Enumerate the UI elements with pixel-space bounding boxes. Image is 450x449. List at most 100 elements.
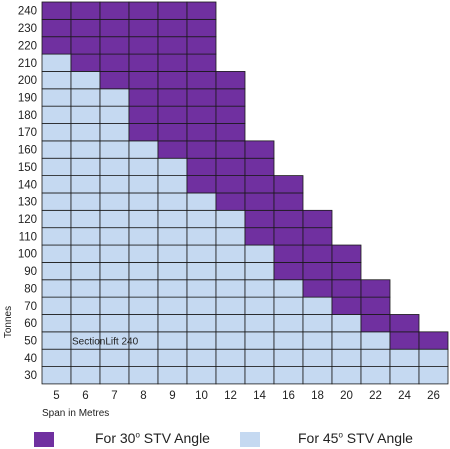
y-tick-60: 60 [24, 318, 37, 330]
cell-span-6-t-220 [70, 36, 101, 55]
cell-span-8-t-30 [128, 366, 159, 385]
cell-span-8-t-160 [128, 140, 159, 159]
cell-span-10-t-130 [186, 192, 217, 211]
cell-span-7-t-60 [99, 314, 130, 333]
cell-span-7-t-40 [99, 348, 130, 367]
cell-span-6-t-30 [70, 366, 101, 385]
cell-span-14-t-160 [244, 140, 275, 159]
y-tick-200: 200 [18, 75, 37, 87]
cell-span-8-t-230 [128, 18, 159, 38]
cell-span-10-t-30 [186, 366, 217, 385]
cell-span-6-t-190 [70, 88, 101, 107]
cell-span-10-t-40 [186, 348, 217, 367]
cell-span-24-t-50 [389, 331, 420, 350]
cell-span-9-t-50 [157, 331, 188, 350]
cell-span-12-t-160 [215, 140, 246, 159]
cell-span-9-t-170 [157, 123, 188, 142]
cell-span-12-t-90 [215, 261, 246, 281]
x-tick-10: 10 [195, 390, 208, 402]
cell-span-14-t-80 [244, 279, 275, 298]
cell-span-16-t-120 [273, 209, 304, 229]
cell-span-7-t-100 [99, 244, 130, 263]
cell-span-7-t-230 [99, 18, 130, 38]
cell-span-9-t-80 [157, 279, 188, 298]
cell-span-16-t-90 [273, 261, 304, 281]
cell-span-5-t-90 [41, 261, 72, 281]
y-tick-140: 140 [18, 179, 37, 191]
cell-span-12-t-120 [215, 209, 246, 229]
cell-span-8-t-140 [128, 175, 159, 194]
cell-span-16-t-110 [273, 227, 304, 246]
cell-span-9-t-70 [157, 296, 188, 315]
cell-span-8-t-220 [128, 36, 159, 55]
cell-span-16-t-60 [273, 314, 304, 333]
x-tick-12: 12 [224, 390, 237, 402]
y-tick-100: 100 [18, 249, 37, 261]
cell-span-6-t-110 [70, 227, 101, 246]
cell-span-8-t-150 [128, 157, 159, 177]
cell-span-14-t-50 [244, 331, 275, 350]
cell-span-5-t-200 [41, 71, 72, 90]
y-tick-160: 160 [18, 145, 37, 157]
cell-span-6-t-210 [70, 53, 101, 72]
cell-span-24-t-30 [389, 366, 420, 385]
cell-span-7-t-120 [99, 209, 130, 229]
y-tick-90: 90 [24, 266, 37, 278]
cell-span-5-t-30 [41, 366, 72, 385]
cell-span-6-t-60 [70, 314, 101, 333]
cell-span-7-t-180 [99, 105, 130, 124]
cell-span-14-t-110 [244, 227, 275, 246]
cell-span-10-t-120 [186, 209, 217, 229]
cell-span-5-t-150 [41, 157, 72, 177]
cell-span-5-t-220 [41, 36, 72, 55]
cell-span-6-t-230 [70, 18, 101, 38]
cell-span-14-t-40 [244, 348, 275, 367]
y-tick-130: 130 [18, 197, 37, 209]
cell-span-5-t-180 [41, 105, 72, 124]
cell-span-20-t-70 [331, 296, 362, 315]
y-tick-150: 150 [18, 162, 37, 174]
cell-span-14-t-150 [244, 157, 275, 177]
cell-span-12-t-50 [215, 331, 246, 350]
y-tick-120: 120 [18, 214, 37, 226]
cell-span-6-t-240 [70, 1, 101, 20]
cell-span-6-t-200 [70, 71, 101, 90]
cell-span-12-t-70 [215, 296, 246, 315]
cell-span-9-t-40 [157, 348, 188, 367]
cell-span-9-t-140 [157, 175, 188, 194]
legend-swatch-30deg [34, 432, 54, 447]
y-tick-230: 230 [18, 23, 37, 35]
cell-span-14-t-70 [244, 296, 275, 315]
cell-span-12-t-80 [215, 279, 246, 298]
cell-span-8-t-70 [128, 296, 159, 315]
cell-span-5-t-70 [41, 296, 72, 315]
cell-span-22-t-40 [360, 348, 391, 367]
cell-span-8-t-200 [128, 71, 159, 90]
cell-span-20-t-60 [331, 314, 362, 333]
cell-span-14-t-90 [244, 261, 275, 281]
cell-span-22-t-70 [360, 296, 391, 315]
cell-span-14-t-30 [244, 366, 275, 385]
cell-span-8-t-40 [128, 348, 159, 367]
cell-span-10-t-210 [186, 53, 217, 72]
x-tick-22: 22 [369, 390, 382, 402]
cell-span-10-t-230 [186, 18, 217, 38]
cell-span-7-t-170 [99, 123, 130, 142]
cell-span-8-t-120 [128, 209, 159, 229]
cell-span-9-t-90 [157, 261, 188, 281]
cell-span-18-t-100 [302, 244, 333, 263]
cell-span-9-t-200 [157, 71, 188, 90]
cell-span-6-t-80 [70, 279, 101, 298]
cell-span-16-t-50 [273, 331, 304, 350]
cell-span-18-t-120 [302, 209, 333, 229]
cell-span-18-t-70 [302, 296, 333, 315]
cell-span-14-t-60 [244, 314, 275, 333]
cell-span-7-t-80 [99, 279, 130, 298]
cell-span-9-t-180 [157, 105, 188, 124]
cell-span-14-t-130 [244, 192, 275, 211]
cell-span-9-t-220 [157, 36, 188, 55]
y-tick-110: 110 [19, 231, 37, 243]
cell-span-9-t-240 [157, 1, 188, 20]
cell-span-12-t-170 [215, 123, 246, 142]
